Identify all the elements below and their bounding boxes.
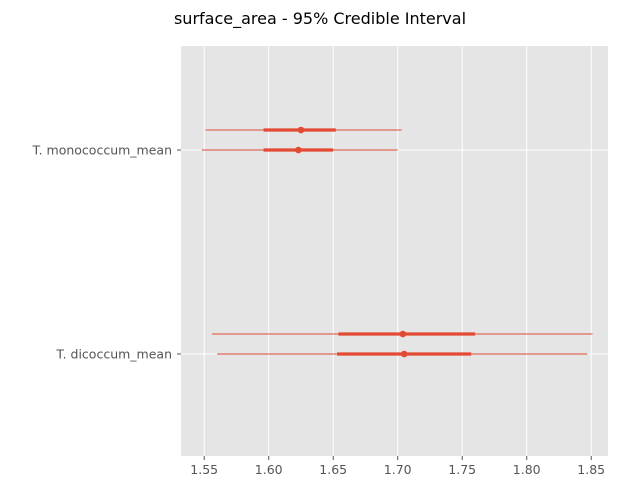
interval-marks	[201, 126, 593, 358]
x-axis: 1.55 1.60 1.65 1.70 1.75 1.80 1.85	[190, 456, 605, 477]
mean-point	[297, 126, 305, 134]
mean-point	[400, 350, 408, 358]
y-axis: T. monococcum_mean T. dicoccum_mean	[31, 143, 181, 362]
chart-title: surface_area - 95% Credible Interval	[174, 9, 466, 29]
x-tick-label: 1.60	[255, 462, 283, 477]
x-tick-label: 1.85	[577, 462, 605, 477]
x-tick-label: 1.55	[190, 462, 218, 477]
x-tick-label: 1.65	[319, 462, 347, 477]
x-tick-label: 1.75	[448, 462, 476, 477]
mean-point	[399, 330, 407, 338]
plot-area	[181, 46, 608, 456]
x-tick-label: 1.70	[384, 462, 412, 477]
mean-point	[295, 146, 302, 154]
x-tick-label: 1.80	[513, 462, 541, 477]
y-tick-label: T. dicoccum_mean	[55, 347, 172, 362]
y-tick-label: T. monococcum_mean	[31, 143, 172, 158]
